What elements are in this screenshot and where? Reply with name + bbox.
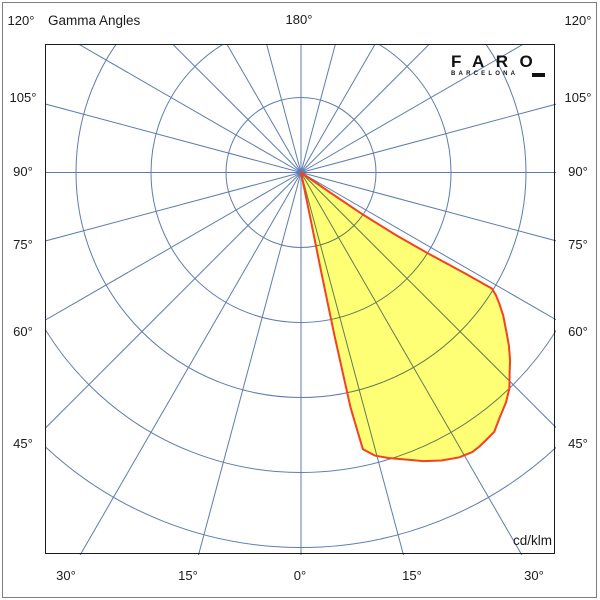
gamma-label-top-center: 180°	[285, 12, 313, 27]
grid-radial-150	[300, 45, 376, 173]
gamma-label-bottom-30L: 30°	[56, 568, 76, 583]
grid-radial-60	[300, 172, 556, 321]
grid-radial-285	[46, 172, 302, 242]
gamma-label-bottom-0: 0°	[293, 568, 307, 583]
gamma-label-left-75: 75°	[13, 237, 33, 252]
grid-radial-195	[266, 45, 302, 173]
grid-radial-210	[226, 45, 302, 173]
faro-logo-subtitle: BARCELONA	[451, 71, 519, 77]
grid-radial-75	[300, 172, 556, 242]
gamma-label-bottom-30R: 30°	[524, 568, 544, 583]
grid-radial-240	[79, 45, 302, 173]
gamma-label-top-right: 120°	[564, 13, 592, 28]
faro-logo-bar-icon	[532, 73, 545, 77]
grid-radial-15	[300, 172, 405, 555]
page-title: Gamma Angles	[48, 13, 141, 28]
grid-radial-105	[300, 103, 556, 173]
unit-label: cd/klm	[512, 533, 552, 548]
grid-radial-30	[300, 172, 523, 555]
polar-plot-svg	[46, 45, 556, 555]
gamma-label-bottom-15L: 15°	[178, 568, 198, 583]
gamma-label-right-60: 60°	[568, 324, 588, 339]
polar-chart-area	[45, 44, 556, 555]
faro-logo-wordmark: FARO	[451, 52, 545, 71]
grid-radial-135	[300, 45, 430, 173]
grid-radial-45	[300, 172, 556, 429]
gamma-label-right-105: 105°	[564, 90, 592, 105]
gamma-label-bottom-15R: 15°	[402, 568, 422, 583]
gamma-label-left-60: 60°	[13, 324, 33, 339]
beam-fill	[301, 172, 511, 462]
grid-radial-255	[46, 103, 302, 173]
grid-radial-225	[172, 45, 302, 173]
gamma-label-left-105: 105°	[9, 90, 37, 105]
grid-radial-345	[197, 172, 302, 555]
grid-radial-315	[46, 172, 302, 429]
faro-logo: FARO BARCELONA	[451, 53, 545, 77]
gamma-label-top-left: 120°	[7, 13, 35, 28]
gamma-label-left-90: 90°	[13, 164, 33, 179]
gamma-label-right-75: 75°	[568, 237, 588, 252]
beam-outline	[300, 171, 512, 463]
polar-grid	[46, 45, 556, 555]
grid-radial-165	[300, 45, 336, 173]
grid-radial-300	[46, 172, 302, 321]
gamma-label-right-45: 45°	[568, 436, 588, 451]
gamma-label-left-45: 45°	[13, 436, 33, 451]
grid-radial-120	[300, 45, 523, 173]
gamma-label-right-90: 90°	[568, 164, 588, 179]
grid-radial-330	[79, 172, 302, 555]
